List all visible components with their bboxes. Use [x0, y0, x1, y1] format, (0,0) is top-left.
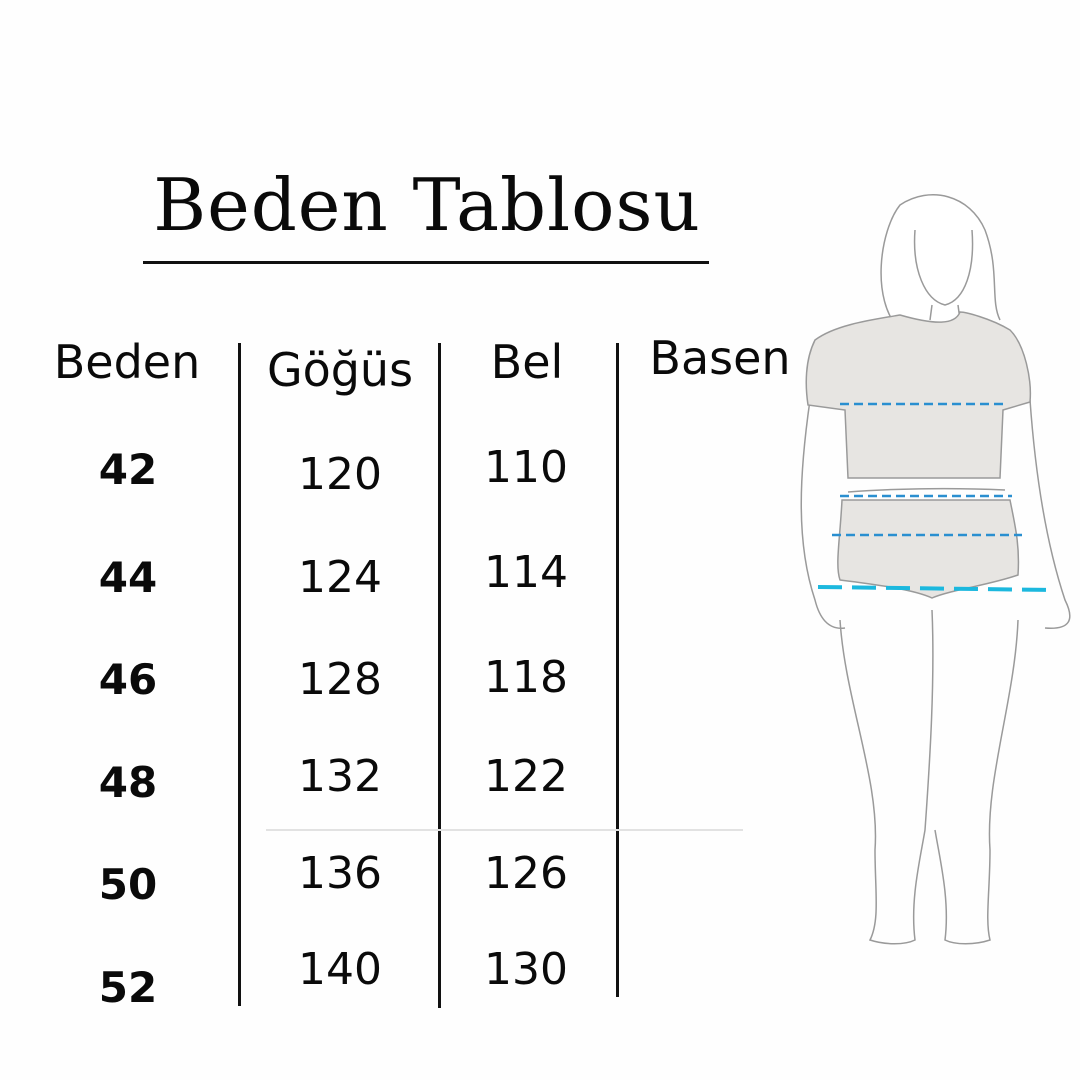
- size-cell: 42: [98, 445, 158, 494]
- header-bel: Bel: [490, 335, 564, 389]
- header-gogus: Göğüs: [266, 343, 414, 397]
- waist-cell: 130: [484, 944, 568, 995]
- waist-cell: 118: [484, 652, 568, 703]
- size-cell: 48: [98, 758, 158, 807]
- chest-cell: 128: [298, 654, 382, 705]
- body-measurement-figure-icon: [800, 194, 1071, 945]
- chest-cell: 120: [298, 449, 382, 500]
- row-divider: [266, 829, 743, 831]
- chest-cell: 136: [298, 848, 382, 899]
- size-cell: 44: [98, 553, 158, 602]
- waist-cell: 122: [484, 751, 568, 802]
- chest-cell: 140: [298, 944, 382, 995]
- column-divider: [438, 343, 441, 1008]
- waist-cell: 110: [484, 442, 568, 493]
- size-cell: 52: [98, 963, 158, 1012]
- chest-cell: 124: [298, 552, 382, 603]
- header-basen: Basen: [649, 331, 791, 385]
- page-title: Beden Tablosu: [153, 163, 701, 247]
- size-cell: 50: [98, 860, 158, 909]
- title-underline: [143, 261, 709, 264]
- column-divider: [238, 343, 241, 1006]
- size-cell: 46: [98, 655, 158, 704]
- chest-cell: 132: [298, 751, 382, 802]
- column-divider: [616, 343, 619, 997]
- header-beden: Beden: [53, 335, 201, 389]
- waist-cell: 114: [484, 547, 568, 598]
- waist-cell: 126: [484, 848, 568, 899]
